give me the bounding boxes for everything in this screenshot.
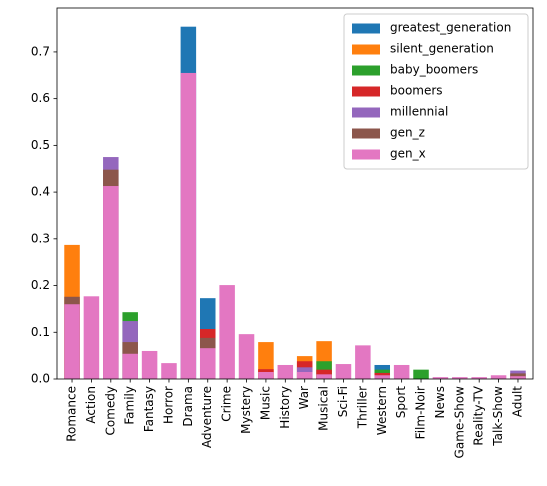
- bar: [452, 377, 468, 379]
- legend-swatch: [352, 44, 380, 55]
- bar: [161, 363, 177, 379]
- bar: [510, 376, 526, 379]
- x-tick-label: Romance: [65, 386, 79, 442]
- x-tick-label: Game-Show: [452, 386, 466, 459]
- y-tick-label: 0.3: [31, 231, 50, 245]
- legend-label: gen_x: [390, 147, 426, 161]
- legend-swatch: [352, 107, 380, 118]
- bar: [471, 377, 487, 379]
- bar: [258, 371, 274, 379]
- bar: [490, 375, 507, 379]
- bar: [335, 364, 352, 379]
- bar: [296, 371, 313, 379]
- bar: [393, 364, 410, 379]
- y-tick-label: 0.2: [31, 278, 50, 292]
- plot-frame: [56, 7, 534, 380]
- bar: [413, 369, 429, 379]
- x-tick-label: War: [297, 386, 311, 409]
- y-tick-label: 0.0: [31, 372, 50, 386]
- legend-label: greatest_generation: [390, 21, 511, 35]
- bar: [355, 345, 371, 379]
- legend-label: silent_generation: [390, 42, 494, 56]
- legend-swatch: [352, 86, 380, 97]
- x-tick-label: Adult: [510, 386, 524, 418]
- x-tick-label: Comedy: [103, 386, 117, 436]
- bar: [374, 375, 391, 379]
- legend-swatch: [352, 23, 380, 34]
- y-tick-label: 0.5: [31, 138, 50, 152]
- x-tick-label: Sci-Fi: [336, 386, 350, 417]
- legend-label: baby_boomers: [390, 63, 478, 77]
- x-tick-label: Thriller: [355, 386, 369, 429]
- bar: [277, 364, 294, 379]
- x-tick-label: Reality-TV: [472, 385, 486, 445]
- y-tick-label: 0.1: [31, 325, 50, 339]
- legend-swatch: [352, 149, 380, 160]
- bar: [64, 304, 80, 379]
- bar: [83, 296, 100, 379]
- legend-swatch: [352, 65, 380, 76]
- bar: [199, 348, 216, 379]
- bar: [432, 377, 449, 379]
- y-tick-label: 0.6: [31, 91, 50, 105]
- x-tick-label: Western: [375, 386, 389, 435]
- x-tick-label: Adventure: [200, 386, 214, 448]
- x-tick-label: Music: [258, 386, 272, 420]
- y-tick-label: 0.4: [31, 185, 50, 199]
- x-tick-label: Talk-Show: [491, 386, 505, 447]
- bar: [103, 186, 119, 379]
- legend-label: boomers: [390, 84, 443, 98]
- bar: [141, 350, 158, 379]
- x-tick-label: Mystery: [239, 386, 253, 434]
- bar: [219, 285, 235, 379]
- legend-label: gen_z: [390, 126, 425, 140]
- x-tick-label: News: [433, 386, 447, 418]
- x-tick-label: Sport: [394, 386, 408, 419]
- bar: [238, 334, 255, 379]
- x-tick-label: Fantasy: [142, 386, 156, 432]
- x-tick-label: Family: [123, 386, 137, 425]
- bar: [122, 353, 138, 379]
- legend-box: [343, 13, 529, 170]
- bar: [316, 374, 332, 379]
- legend-label: millennial: [390, 105, 448, 119]
- x-tick-label: Musical: [317, 386, 331, 431]
- bar: [180, 72, 197, 379]
- x-tick-label: Film-Noir: [414, 386, 428, 439]
- x-tick-label: Horror: [161, 386, 175, 424]
- x-tick-label: Crime: [220, 386, 234, 422]
- x-tick-label: Action: [84, 386, 98, 424]
- y-tick-label: 0.7: [31, 44, 50, 58]
- x-tick-label: History: [278, 386, 292, 429]
- legend-swatch: [352, 128, 380, 139]
- x-tick-label: Drama: [181, 386, 195, 427]
